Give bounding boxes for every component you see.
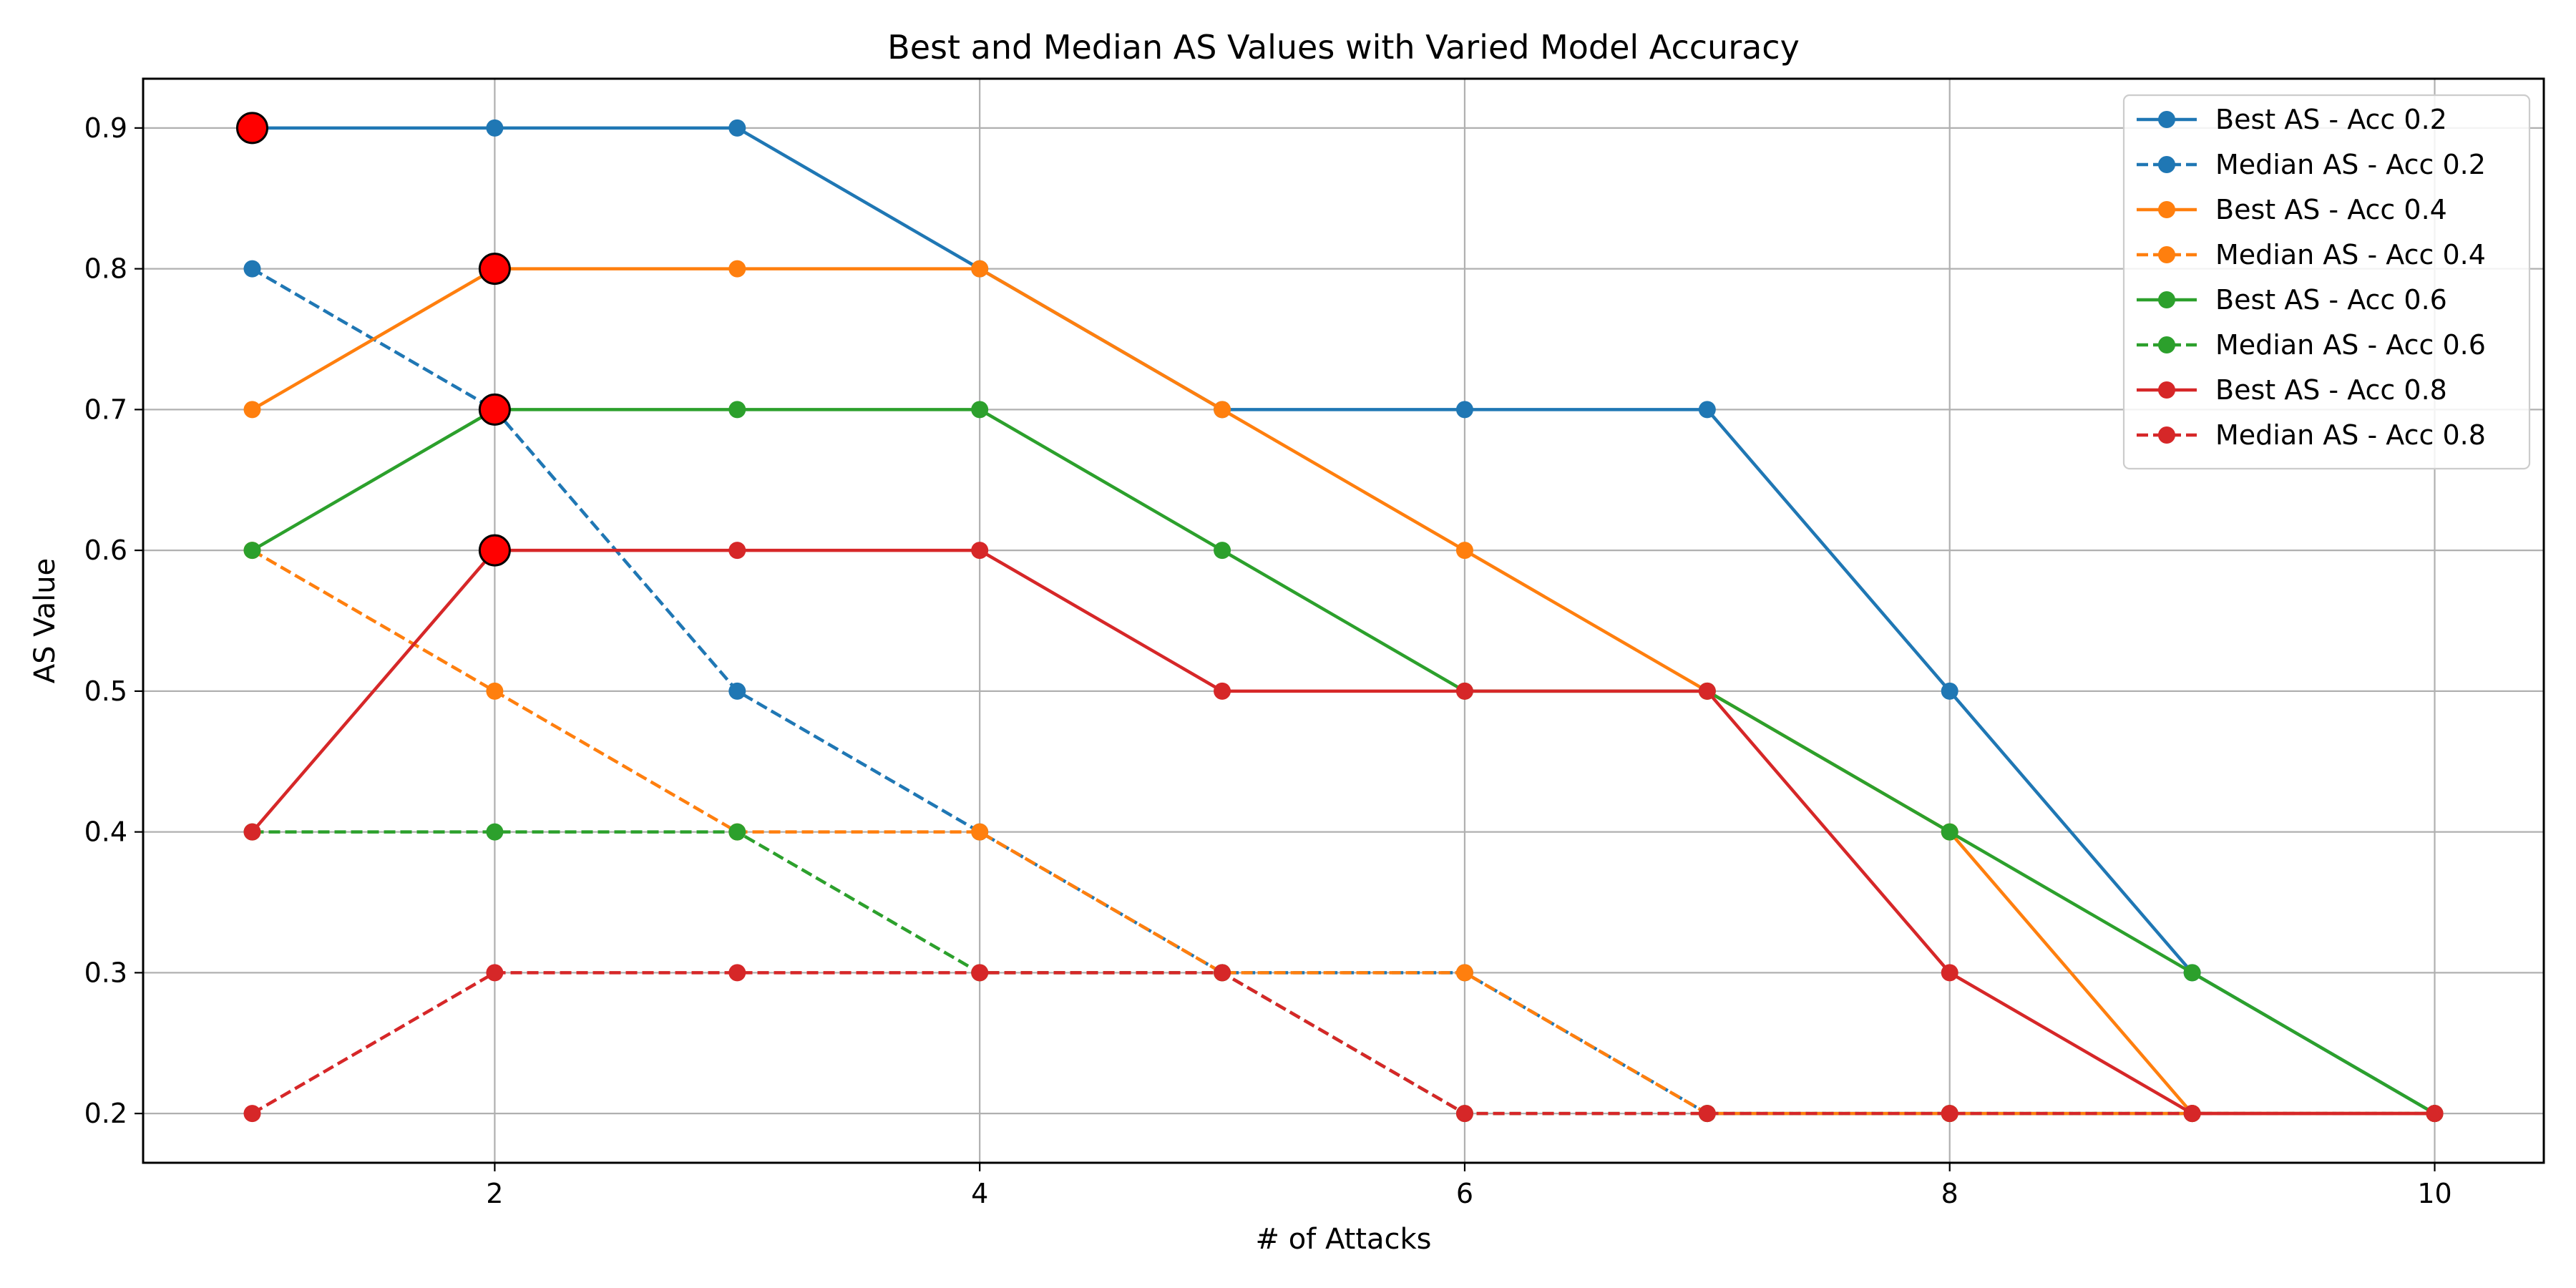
legend-item: Median AS - Acc 0.2 xyxy=(2137,149,2486,180)
data-point xyxy=(971,964,989,982)
y-tick-label: 0.3 xyxy=(84,957,127,988)
data-point xyxy=(971,823,989,841)
y-tick-label: 0.5 xyxy=(84,675,127,707)
data-point xyxy=(728,260,746,278)
legend-label: Median AS - Acc 0.6 xyxy=(2215,329,2486,361)
ticks: 2 4 6 8 10 0.2 0.3 0.4 0.5 0.6 0.7 0.8 0.9 xyxy=(84,112,2452,1209)
data-point xyxy=(486,682,504,700)
highlight-layer xyxy=(236,112,511,567)
data-point xyxy=(486,119,504,137)
data-point xyxy=(486,964,504,982)
legend-label: Median AS - Acc 0.8 xyxy=(2215,419,2486,451)
series-line xyxy=(251,971,2435,1116)
legend-label: Median AS - Acc 0.2 xyxy=(2215,149,2486,180)
data-point xyxy=(971,401,989,419)
y-axis-label: AS Value xyxy=(29,558,62,683)
series-median-as-acc-0-8 xyxy=(243,964,2444,1123)
y-tick-label: 0.2 xyxy=(84,1098,127,1129)
highlight-point xyxy=(478,393,511,426)
data-point xyxy=(728,119,746,137)
y-tick-label: 0.4 xyxy=(84,816,127,848)
y-tick-label: 0.6 xyxy=(84,535,127,566)
legend-box xyxy=(2122,94,2531,470)
legend-marker xyxy=(2158,381,2175,399)
data-point xyxy=(1214,542,1231,560)
data-point xyxy=(1455,682,1473,700)
data-point xyxy=(728,401,746,419)
data-point xyxy=(1698,401,1716,419)
legend-item: Median AS - Acc 0.6 xyxy=(2137,329,2486,361)
legend-marker xyxy=(2158,111,2175,128)
x-tick-label: 10 xyxy=(2417,1178,2451,1209)
data-point xyxy=(1455,1105,1473,1123)
highlight-point xyxy=(478,534,511,567)
data-point xyxy=(1941,682,1958,700)
legend-item: Best AS - Acc 0.6 xyxy=(2137,284,2447,316)
data-point xyxy=(1214,682,1231,700)
legend-label: Best AS - Acc 0.4 xyxy=(2215,194,2447,225)
series-line xyxy=(251,267,2435,1116)
legend-item: Median AS - Acc 0.8 xyxy=(2137,419,2486,451)
data-point xyxy=(1941,823,1958,841)
legend: Best AS - Acc 0.2 Median AS - Acc 0.2 Best… xyxy=(2122,94,2531,470)
data-point xyxy=(1698,1105,1716,1123)
x-tick-label: 6 xyxy=(1456,1178,1473,1209)
plot-frame xyxy=(142,77,2545,1164)
series-line xyxy=(252,126,2436,1116)
data-point xyxy=(2426,1105,2444,1123)
data-point xyxy=(971,260,989,278)
y-tick-label: 0.9 xyxy=(84,112,127,144)
data-point xyxy=(728,542,746,560)
legend-label: Best AS - Acc 0.6 xyxy=(2215,284,2447,316)
legend-marker xyxy=(2158,291,2175,308)
data-point xyxy=(2183,1105,2201,1123)
data-point xyxy=(728,823,746,841)
y-tick-label: 0.7 xyxy=(84,394,127,425)
legend-marker xyxy=(2158,336,2175,353)
data-point xyxy=(243,823,261,841)
x-tick-label: 2 xyxy=(486,1178,503,1209)
highlight-point xyxy=(236,112,268,145)
data-point xyxy=(1214,401,1231,419)
data-point xyxy=(243,1105,261,1123)
legend-item: Best AS - Acc 0.4 xyxy=(2137,194,2447,225)
data-point xyxy=(728,682,746,700)
data-point xyxy=(1941,964,1958,982)
data-point xyxy=(1698,682,1716,700)
data-point xyxy=(243,542,261,560)
legend-label: Median AS - Acc 0.4 xyxy=(2215,239,2486,270)
data-point xyxy=(1214,964,1231,982)
y-tick-label: 0.8 xyxy=(84,253,127,285)
legend-marker xyxy=(2158,201,2175,218)
data-point xyxy=(486,823,504,841)
x-tick-label: 4 xyxy=(971,1178,988,1209)
legend-marker xyxy=(2158,426,2175,444)
legend-marker xyxy=(2158,156,2175,173)
chart-title: Best and Median AS Values with Varied Mo… xyxy=(887,28,1800,67)
series-line xyxy=(251,549,2435,1116)
data-point xyxy=(1455,401,1473,419)
legend-item: Best AS - Acc 0.2 xyxy=(2137,104,2447,135)
legend-label: Best AS - Acc 0.2 xyxy=(2215,104,2447,135)
data-point xyxy=(1941,1105,1958,1123)
legend-item: Best AS - Acc 0.8 xyxy=(2137,374,2447,406)
series-layer xyxy=(243,119,2444,1123)
data-point xyxy=(243,401,261,419)
legend-marker xyxy=(2158,246,2175,263)
x-axis-label: # of Attacks xyxy=(1255,1223,1431,1256)
data-point xyxy=(2183,964,2201,982)
series-line xyxy=(250,548,2435,1116)
series-line xyxy=(251,408,2436,1116)
legend-label: Best AS - Acc 0.8 xyxy=(2215,374,2447,406)
highlight-point xyxy=(478,253,511,286)
data-point xyxy=(971,542,989,560)
data-point xyxy=(1455,964,1473,982)
data-point xyxy=(1455,542,1473,560)
data-point xyxy=(243,260,261,278)
legend-item: Median AS - Acc 0.4 xyxy=(2137,239,2486,270)
x-tick-label: 8 xyxy=(1941,1178,1958,1209)
data-point xyxy=(728,964,746,982)
